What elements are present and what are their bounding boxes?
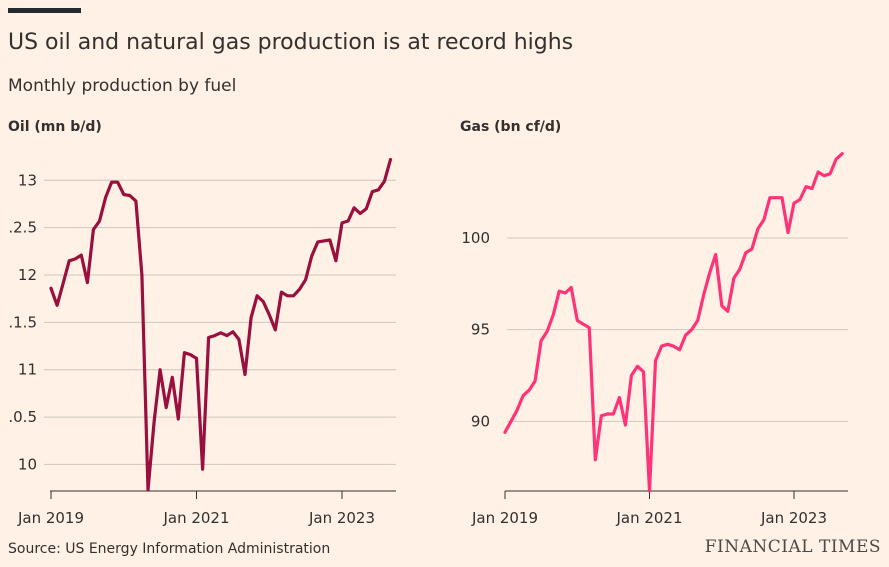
x-tick-label: Jan 2019 <box>17 509 84 527</box>
x-tick-label: Jan 2019 <box>471 509 538 527</box>
x-tick-label: Jan 2021 <box>615 509 682 527</box>
series-line-gas <box>503 152 844 493</box>
series-line-oil <box>49 157 393 492</box>
y-tick-label: 11 <box>18 361 37 379</box>
y-tick-label: .2.5 <box>8 219 37 237</box>
y-tick-label: .1.5 <box>8 313 37 331</box>
y-tick-label: 10 <box>18 455 37 473</box>
ft-logo: FINANCIAL TIMES <box>704 537 881 557</box>
chart-panel-gas: Gas (bn cf/d) 100 95 90 Jan 2019 Jan 2021 Jan … <box>460 119 848 527</box>
x-tick-label: Jan 2023 <box>760 509 827 527</box>
source-note: Source: US Energy Information Administra… <box>8 541 331 557</box>
x-tick-label: Jan 2021 <box>162 509 229 527</box>
y-tick-label: 90 <box>471 412 490 430</box>
y-tick-label: .0.5 <box>8 408 37 426</box>
page-title: US oil and natural gas production is at … <box>8 30 574 55</box>
x-tick-label: Jan 2023 <box>308 509 375 527</box>
y-tick-label: 95 <box>471 321 490 339</box>
y-tick-label: 12 <box>18 266 37 284</box>
chart-panel-oil: Oil (mn b/d) 13 .2.5 12 .1.5 11 .0.5 10 Jan 2019… <box>8 119 396 527</box>
panel-title: Gas (bn cf/d) <box>460 119 561 135</box>
page-subtitle: Monthly production by fuel <box>8 76 237 96</box>
y-tick-label: 100 <box>461 229 490 247</box>
brand-top-bar <box>8 8 81 13</box>
y-tick-label: 13 <box>18 171 37 189</box>
panel-title: Oil (mn b/d) <box>8 119 102 135</box>
